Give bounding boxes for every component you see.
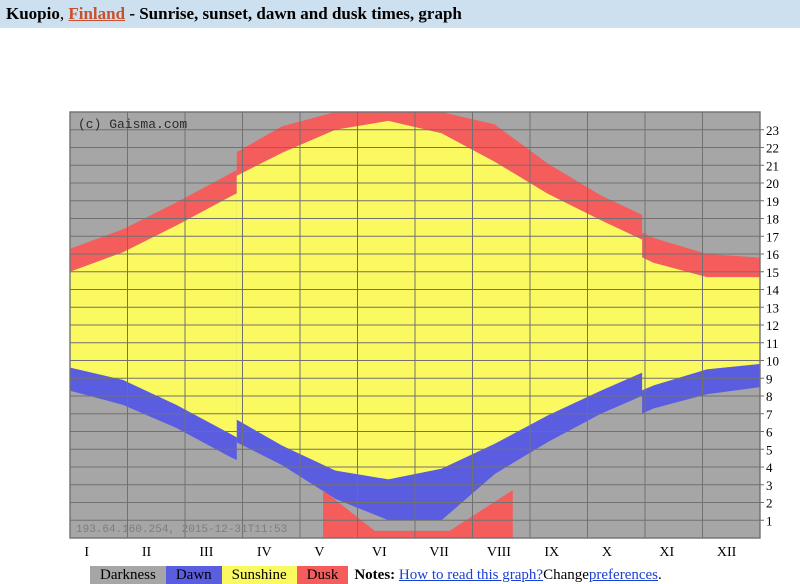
svg-text:5: 5 bbox=[766, 442, 773, 457]
svg-text:10: 10 bbox=[766, 354, 779, 369]
svg-text:III: III bbox=[199, 545, 213, 560]
page-title-bar: Kuopio, Finland - Sunrise, sunset, dawn … bbox=[0, 0, 800, 28]
title-rest: - Sunrise, sunset, dawn and dusk times, … bbox=[125, 4, 462, 23]
svg-text:VII: VII bbox=[429, 545, 449, 560]
svg-text:22: 22 bbox=[766, 141, 779, 156]
svg-text:14: 14 bbox=[766, 283, 780, 298]
svg-text:VIII: VIII bbox=[487, 545, 511, 560]
legend-notes-label: Notes: bbox=[354, 567, 395, 584]
legend-period: . bbox=[658, 567, 662, 584]
preferences-link[interactable]: preferences bbox=[589, 567, 658, 584]
svg-text:13: 13 bbox=[766, 300, 779, 315]
svg-text:8: 8 bbox=[766, 389, 773, 404]
svg-text:20: 20 bbox=[766, 176, 779, 191]
svg-text:15: 15 bbox=[766, 265, 779, 280]
svg-text:12: 12 bbox=[766, 318, 779, 333]
legend-dawn: Dawn bbox=[166, 566, 222, 584]
svg-text:V: V bbox=[314, 545, 324, 560]
svg-text:II: II bbox=[142, 545, 152, 560]
svg-text:7: 7 bbox=[766, 407, 773, 422]
svg-text:3: 3 bbox=[766, 478, 773, 493]
svg-text:VI: VI bbox=[372, 545, 387, 560]
svg-text:6: 6 bbox=[766, 425, 773, 440]
svg-text:IV: IV bbox=[257, 545, 272, 560]
legend-darkness: Darkness bbox=[90, 566, 166, 584]
svg-text:193.64.160.254, 2015-12-31T11:: 193.64.160.254, 2015-12-31T11:53 bbox=[76, 524, 287, 536]
svg-text:XI: XI bbox=[659, 545, 674, 560]
svg-text:1: 1 bbox=[766, 513, 773, 528]
svg-text:16: 16 bbox=[766, 247, 780, 262]
title-country-link[interactable]: Finland bbox=[68, 4, 125, 23]
svg-text:XII: XII bbox=[717, 545, 737, 560]
svg-text:23: 23 bbox=[766, 123, 779, 138]
how-to-read-link[interactable]: How to read this graph? bbox=[399, 567, 543, 584]
legend-row: Darkness Dawn Sunshine Dusk Notes: How t… bbox=[0, 564, 800, 584]
svg-text:I: I bbox=[84, 545, 89, 560]
svg-text:4: 4 bbox=[766, 460, 773, 475]
svg-text:X: X bbox=[602, 545, 612, 560]
svg-text:IX: IX bbox=[544, 545, 559, 560]
daylight-chart: 1234567891011121314151617181920212223III… bbox=[28, 54, 792, 564]
svg-text:18: 18 bbox=[766, 212, 779, 227]
legend-sunshine: Sunshine bbox=[222, 566, 297, 584]
legend-change-text: Change bbox=[543, 567, 589, 584]
svg-text:(c) Gaisma.com: (c) Gaisma.com bbox=[78, 117, 187, 132]
legend-dusk: Dusk bbox=[297, 566, 349, 584]
svg-text:2: 2 bbox=[766, 496, 773, 511]
svg-text:11: 11 bbox=[766, 336, 779, 351]
svg-text:19: 19 bbox=[766, 194, 779, 209]
page: Kuopio, Finland - Sunrise, sunset, dawn … bbox=[0, 0, 800, 552]
chart-container: 1234567891011121314151617181920212223III… bbox=[0, 28, 800, 564]
title-city: Kuopio bbox=[6, 4, 60, 23]
svg-text:21: 21 bbox=[766, 158, 779, 173]
svg-text:17: 17 bbox=[766, 229, 780, 244]
svg-text:9: 9 bbox=[766, 371, 773, 386]
